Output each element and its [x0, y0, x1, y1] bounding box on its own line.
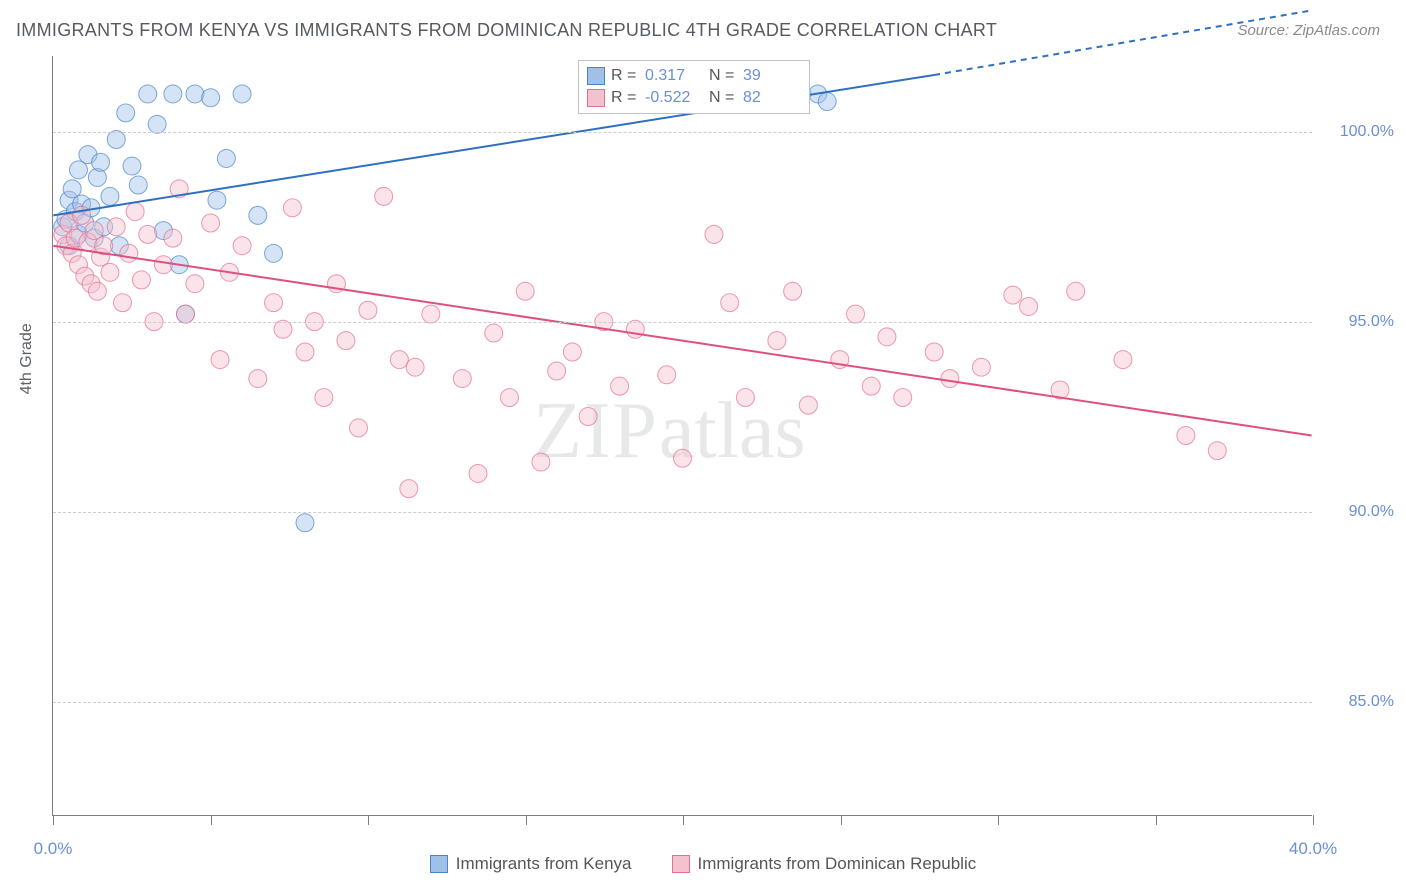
r-value: -0.522 [645, 89, 703, 107]
x-tick [1156, 815, 1157, 825]
stats-row: R = -0.522 N = 82 [587, 87, 801, 109]
plot-area: ZIPatlas R =0.317N =39R =-0.522N =82 85.… [52, 56, 1312, 816]
n-value: 82 [743, 89, 801, 107]
legend-item: Immigrants from Dominican Republic [672, 854, 977, 874]
gridline-h [53, 132, 1312, 133]
x-tick [683, 815, 684, 825]
legend-swatch [672, 855, 690, 873]
legend-swatch [587, 67, 605, 85]
gridline-h [53, 322, 1312, 323]
x-tick [841, 815, 842, 825]
x-tick [526, 815, 527, 825]
r-label: R = [611, 67, 639, 85]
correlation-chart: IMMIGRANTS FROM KENYA VS IMMIGRANTS FROM… [0, 0, 1406, 892]
correlation-stats-box: R = 0.317 N = 39 R = -0.522 N = 82 [578, 60, 810, 114]
x-tick [53, 815, 54, 825]
x-tick [368, 815, 369, 825]
y-tick-label: 85.0% [1324, 693, 1394, 711]
source-attribution: Source: ZipAtlas.com [1237, 22, 1380, 39]
gridline-h [53, 512, 1312, 513]
legend-item: Immigrants from Kenya [430, 854, 632, 874]
y-tick-label: 90.0% [1324, 503, 1394, 521]
x-tick [998, 815, 999, 825]
stats-row: R = 0.317 N = 39 [587, 65, 801, 87]
legend-swatch [587, 89, 605, 107]
x-tick [211, 815, 212, 825]
y-tick-label: 95.0% [1324, 313, 1394, 331]
y-axis-label: 4th Grade [18, 323, 36, 394]
bottom-legend: Immigrants from Kenya Immigrants from Dom… [0, 854, 1406, 874]
n-label: N = [709, 89, 737, 107]
chart-title: IMMIGRANTS FROM KENYA VS IMMIGRANTS FROM… [16, 20, 997, 41]
n-value: 39 [743, 67, 801, 85]
legend-label: Immigrants from Kenya [456, 854, 632, 874]
legend-swatch [430, 855, 448, 873]
n-label: N = [709, 67, 737, 85]
r-value: 0.317 [645, 67, 703, 85]
x-tick [1313, 815, 1314, 825]
y-tick-label: 100.0% [1324, 123, 1394, 141]
gridline-h [53, 702, 1312, 703]
r-label: R = [611, 89, 639, 107]
legend-label: Immigrants from Dominican Republic [698, 854, 977, 874]
